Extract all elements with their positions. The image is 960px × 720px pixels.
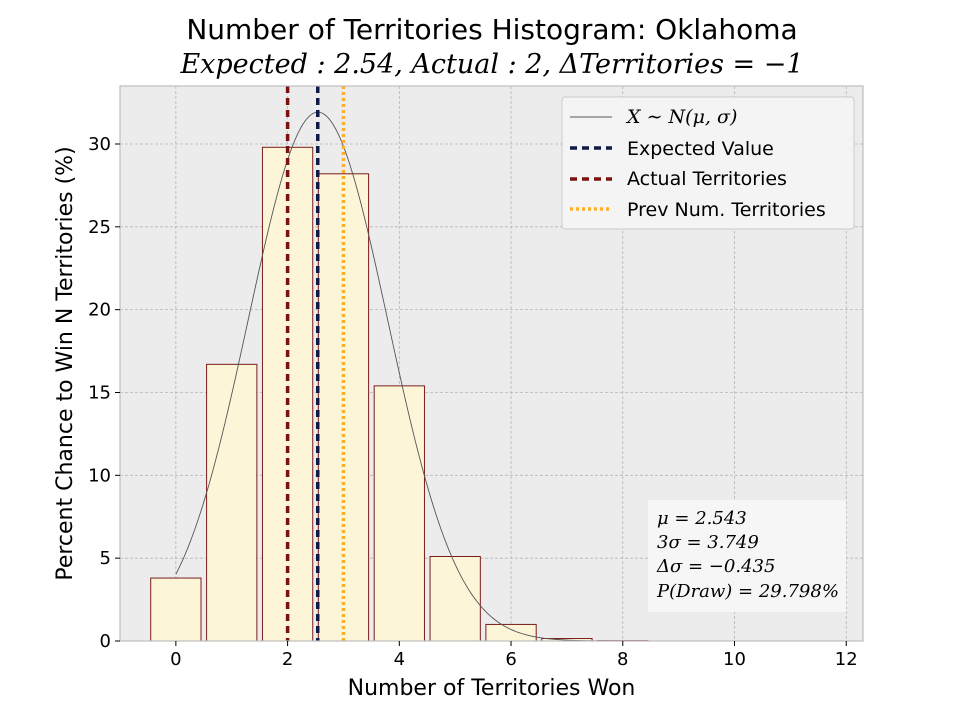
legend-box [561, 96, 855, 230]
x-tick-label: 6 [505, 649, 516, 670]
bar [373, 385, 425, 642]
y-tick-label: 5 [100, 548, 111, 569]
stats-p-draw: P(Draw) = 29.798% [656, 581, 839, 602]
x-tick-label: 8 [617, 649, 628, 670]
x-tick-label: 2 [282, 649, 293, 670]
bar [429, 556, 481, 642]
legend-label-previous: Prev Num. Territories [627, 199, 826, 221]
y-tick-label: 10 [88, 465, 111, 486]
axis-ticks: 0 2 4 6 8 10 12 0 5 10 15 20 25 30 [88, 134, 858, 670]
chart-subtitle: Expected : 2.54, Actual : 2, ΔTerritorie… [179, 49, 803, 80]
y-axis-label: Percent Chance to Win N Territories (%) [53, 146, 78, 580]
y-tick-label: 15 [88, 382, 111, 403]
legend: X ∼ N(μ, σ) Expected Value Actual Territ… [561, 96, 855, 230]
stats-background [648, 500, 846, 612]
y-tick-label: 30 [88, 134, 111, 155]
x-tick-label: 0 [170, 649, 181, 670]
x-axis-label: Number of Territories Won [348, 676, 636, 701]
stats-three-sigma: 3σ = 3.749 [657, 532, 759, 553]
x-tick-label: 10 [723, 649, 746, 670]
stats-delta-sigma: Δσ = −0.435 [656, 556, 775, 577]
legend-label-expected: Expected Value [627, 138, 774, 160]
bar [150, 577, 202, 642]
y-tick-label: 25 [88, 217, 111, 238]
x-tick-label: 4 [394, 649, 405, 670]
legend-label-normal: X ∼ N(μ, σ) [625, 106, 737, 128]
y-tick-label: 20 [88, 300, 111, 321]
bar [206, 363, 258, 642]
x-tick-label: 12 [835, 649, 858, 670]
stats-box: μ = 2.543 3σ = 3.749 Δσ = −0.435 P(Draw)… [648, 500, 846, 612]
y-tick-label: 0 [100, 631, 111, 652]
bar [317, 173, 370, 642]
plot-frame [119, 85, 864, 642]
bar [485, 623, 537, 642]
reference-lines [285, 86, 346, 641]
stats-mu: μ = 2.543 [657, 508, 747, 529]
legend-label-actual: Actual Territories [627, 168, 787, 190]
chart-title: Number of Territories Histogram: Oklahom… [186, 13, 797, 46]
